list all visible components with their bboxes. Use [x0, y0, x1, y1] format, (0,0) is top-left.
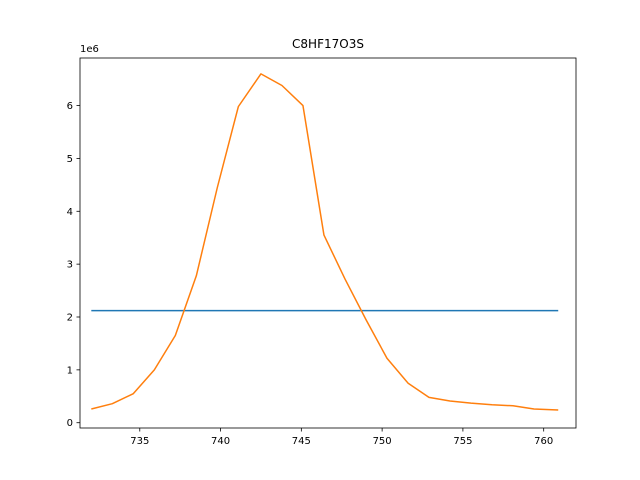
y-tick-label: 6	[67, 101, 73, 112]
x-tick-label: 745	[292, 436, 311, 447]
y-tick-label: 0	[67, 418, 73, 429]
plot-frame	[79, 57, 577, 429]
y-axis-scale-label: 1e6	[80, 44, 99, 55]
series-layer	[91, 73, 559, 411]
series-line-1	[91, 73, 559, 411]
axis-layer: 735 740 745 750 755 760 0 1 2 3 4 5 6	[67, 101, 554, 447]
x-tick-label: 760	[534, 436, 553, 447]
y-tick-label: 5	[67, 154, 73, 165]
y-tick-label: 1	[67, 365, 73, 376]
x-tick-label: 740	[211, 436, 230, 447]
y-tick-label: 4	[67, 207, 73, 218]
y-tick-label: 2	[67, 313, 73, 324]
x-tick-label: 755	[453, 436, 472, 447]
y-tick-label: 3	[67, 260, 73, 271]
chart-title: C8HF17O3S	[292, 37, 364, 51]
x-tick-label: 750	[373, 436, 392, 447]
x-tick-label: 735	[130, 436, 149, 447]
